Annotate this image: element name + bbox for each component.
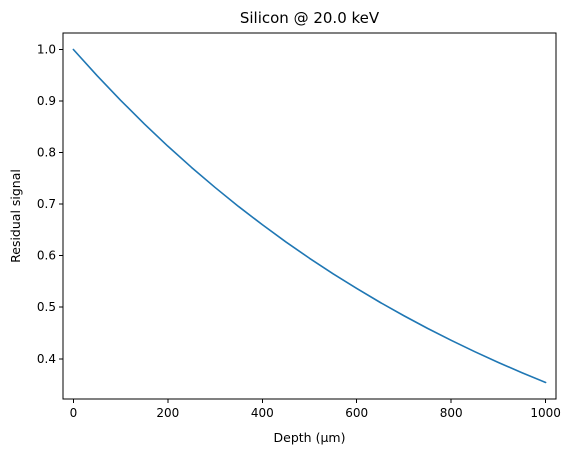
x-tick-label: 400 xyxy=(251,406,274,420)
y-tick-label: 0.9 xyxy=(37,94,56,108)
plot-area xyxy=(62,32,557,400)
x-tick-label: 800 xyxy=(440,406,463,420)
series-line-0 xyxy=(72,48,547,384)
y-tick-label: 0.5 xyxy=(37,300,56,314)
plot-background xyxy=(63,33,556,399)
x-tick-label: 1000 xyxy=(530,406,561,420)
axes-frame xyxy=(62,32,557,400)
y-axis-ticks: 0.4 0.5 0.6 0.7 0.8 0.9 1.0 xyxy=(37,42,63,366)
x-axis-label: Depth (µm) xyxy=(274,430,346,445)
y-tick-label: 0.8 xyxy=(37,146,56,160)
y-tick-label: 0.4 xyxy=(37,352,56,366)
series-layer xyxy=(72,48,547,384)
y-axis-label: Residual signal xyxy=(8,169,23,263)
x-tick-label: 0 xyxy=(70,406,78,420)
x-tick-label: 600 xyxy=(345,406,368,420)
y-tick-label: 0.7 xyxy=(37,197,56,211)
y-tick-label: 1.0 xyxy=(37,42,56,56)
y-tick-label: 0.6 xyxy=(37,249,56,263)
chart-title: Silicon @ 20.0 keV xyxy=(240,9,380,27)
x-tick-label: 200 xyxy=(156,406,179,420)
x-axis-ticks: 0 200 400 600 800 1000 xyxy=(70,399,561,420)
